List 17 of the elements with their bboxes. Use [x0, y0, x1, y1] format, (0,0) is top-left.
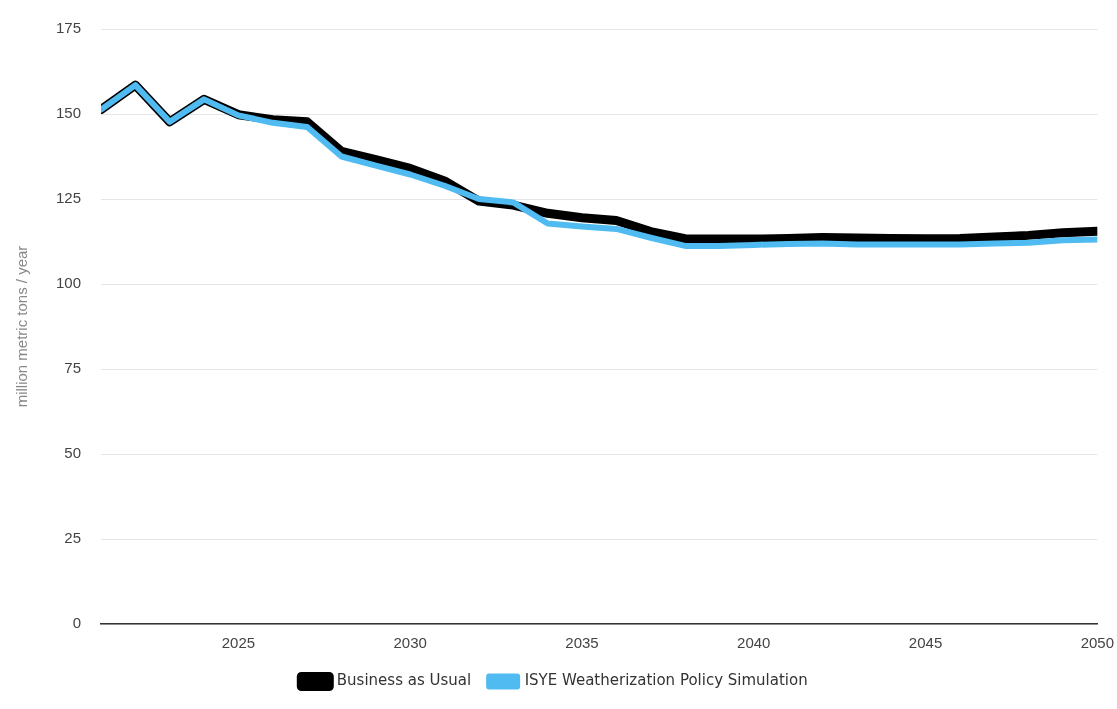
x-tick-label: 2045 [908, 634, 943, 652]
legend-label: Business as Usual [336, 671, 472, 690]
y-tick-label: 75 [64, 359, 82, 377]
y-tick-label: 150 [56, 104, 82, 122]
x-tick-label: 2050 [1080, 634, 1114, 652]
y-tick-label: 25 [64, 529, 82, 547]
x-tick-label: 2035 [565, 634, 599, 652]
y-tick-label: 50 [64, 444, 82, 462]
y-tick-label: 100 [56, 274, 82, 292]
y-tick-label: 0 [72, 614, 82, 632]
legend-label: ISYE Weatherization Policy Simulation [524, 671, 808, 690]
y-tick-label: 125 [56, 189, 82, 207]
x-tick-label: 2025 [221, 634, 256, 652]
x-tick-label: 2030 [393, 634, 427, 652]
y-axis-title: million metric tons / year [13, 245, 31, 408]
x-tick-label: 2040 [737, 634, 771, 652]
y-tick-label: 175 [56, 19, 82, 37]
